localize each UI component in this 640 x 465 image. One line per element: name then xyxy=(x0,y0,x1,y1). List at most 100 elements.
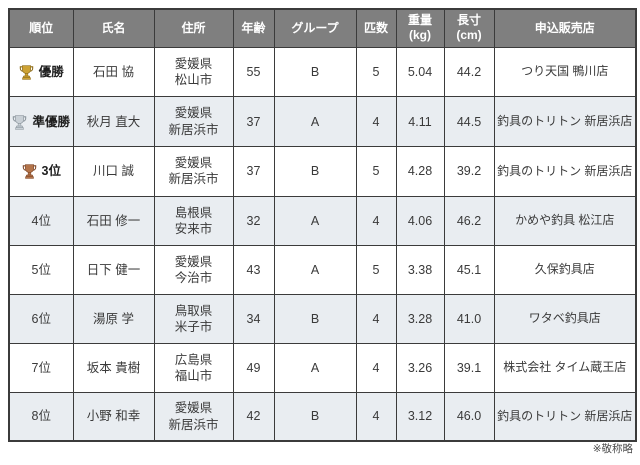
age-cell: 55 xyxy=(232,46,275,98)
weight-cell: 3.28 xyxy=(395,293,445,344)
col-header-address: 住所 xyxy=(153,8,234,48)
rank-label: 5位 xyxy=(31,262,51,277)
honorifics-omitted-note: ※敬称略 xyxy=(592,443,633,455)
group-cell: A xyxy=(273,96,357,147)
count-cell: 4 xyxy=(355,342,397,393)
name-cell: 湯原 学 xyxy=(72,293,155,344)
col-header-length: 長寸 (cm) xyxy=(443,8,495,48)
store-cell: 釣具のトリトン 新居浜店 xyxy=(493,391,637,442)
length-cell: 44.2 xyxy=(443,46,495,98)
address-cell: 広島県 福山市 xyxy=(153,342,234,393)
group-cell: B xyxy=(273,391,357,442)
col-header-group: グループ xyxy=(273,8,357,48)
age-cell: 49 xyxy=(232,342,275,393)
age-cell: 32 xyxy=(232,195,275,246)
silver-trophy-icon xyxy=(13,114,27,130)
age-cell: 37 xyxy=(232,96,275,147)
store-cell: かめや釣具 松江店 xyxy=(493,195,637,246)
rank-label: 7位 xyxy=(31,360,51,375)
name-cell: 日下 健一 xyxy=(72,244,155,295)
weight-cell: 3.26 xyxy=(395,342,445,393)
address-cell: 愛媛県 松山市 xyxy=(153,46,234,98)
name-cell: 川口 誠 xyxy=(72,146,155,197)
count-cell: 5 xyxy=(355,46,397,98)
address-cell: 愛媛県 今治市 xyxy=(153,244,234,295)
name-cell: 坂本 貴樹 xyxy=(72,342,155,393)
group-cell: B xyxy=(273,46,357,98)
col-header-rank: 順位 xyxy=(8,8,74,48)
rank-cell: 6位 xyxy=(8,293,74,344)
store-cell: 株式会社 タイム蔵王店 xyxy=(493,342,637,393)
rank-cell: 7位 xyxy=(8,342,74,393)
address-cell: 愛媛県 新居浜市 xyxy=(153,146,234,197)
table-body: 優勝 石田 協 愛媛県 松山市 55 B 5 5.04 44.2 つり天国 鴨川… xyxy=(8,46,637,442)
length-cell: 45.1 xyxy=(443,244,495,295)
rank-label: 3位 xyxy=(41,164,61,179)
table-row: 6位 湯原 学 鳥取県 米子市 34 B 4 3.28 41.0 ワタベ釣具店 xyxy=(8,293,637,344)
count-cell: 4 xyxy=(355,391,397,442)
name-cell: 石田 協 xyxy=(72,46,155,98)
length-cell: 39.1 xyxy=(443,342,495,393)
col-header-store: 申込販売店 xyxy=(493,8,637,48)
group-cell: B xyxy=(273,293,357,344)
rank-label: 4位 xyxy=(31,213,51,228)
table-row: 準優勝 秋月 直大 愛媛県 新居浜市 37 A 4 4.11 44.5 釣具のト… xyxy=(8,96,637,147)
col-header-weight: 重量 (kg) xyxy=(395,8,445,48)
store-cell: つり天国 鴨川店 xyxy=(493,46,637,98)
address-cell: 鳥取県 米子市 xyxy=(153,293,234,344)
rank-label: 優勝 xyxy=(38,64,64,79)
store-cell: 釣具のトリトン 新居浜店 xyxy=(493,146,637,197)
table-row: 7位 坂本 貴樹 広島県 福山市 49 A 4 3.26 39.1 株式会社 タ… xyxy=(8,342,637,393)
rank-cell: 8位 xyxy=(8,391,74,442)
count-cell: 4 xyxy=(355,293,397,344)
count-cell: 4 xyxy=(355,195,397,246)
table-row: 4位 石田 修一 島根県 安来市 32 A 4 4.06 46.2 かめや釣具 … xyxy=(8,195,637,246)
header-row: 順位 氏名 住所 年齢 グループ 匹数 重量 (kg) 長寸 (cm) 申込販売… xyxy=(8,8,637,48)
age-cell: 34 xyxy=(232,293,275,344)
age-cell: 42 xyxy=(232,391,275,442)
table-header: 順位 氏名 住所 年齢 グループ 匹数 重量 (kg) 長寸 (cm) 申込販売… xyxy=(8,8,637,48)
address-cell: 島根県 安来市 xyxy=(153,195,234,246)
length-cell: 46.2 xyxy=(443,195,495,246)
weight-cell: 4.11 xyxy=(395,96,445,147)
weight-cell: 4.06 xyxy=(395,195,445,246)
rank-cell: 5位 xyxy=(8,244,74,295)
group-cell: A xyxy=(273,244,357,295)
name-cell: 秋月 直大 xyxy=(72,96,155,147)
rank-label: 準優勝 xyxy=(32,114,70,129)
store-cell: 久保釣具店 xyxy=(493,244,637,295)
bronze-trophy-icon xyxy=(22,164,36,180)
rank-cell: 優勝 xyxy=(8,46,74,98)
name-cell: 小野 和幸 xyxy=(72,391,155,442)
rank-label: 8位 xyxy=(31,409,51,424)
col-header-name: 氏名 xyxy=(72,8,155,48)
gold-trophy-icon xyxy=(19,65,33,80)
table-row: 優勝 石田 協 愛媛県 松山市 55 B 5 5.04 44.2 つり天国 鴨川… xyxy=(8,46,637,98)
rank-label: 6位 xyxy=(31,311,51,326)
weight-cell: 4.28 xyxy=(395,146,445,197)
length-cell: 46.0 xyxy=(443,391,495,442)
col-header-age: 年齢 xyxy=(232,8,275,48)
address-cell: 愛媛県 新居浜市 xyxy=(153,96,234,147)
table-row: 5位 日下 健一 愛媛県 今治市 43 A 5 3.38 45.1 久保釣具店 xyxy=(8,244,637,295)
length-cell: 39.2 xyxy=(443,146,495,197)
name-cell: 石田 修一 xyxy=(72,195,155,246)
rank-cell: 準優勝 xyxy=(8,96,74,147)
results-table: 順位 氏名 住所 年齢 グループ 匹数 重量 (kg) 長寸 (cm) 申込販売… xyxy=(8,8,637,443)
length-cell: 41.0 xyxy=(443,293,495,344)
count-cell: 5 xyxy=(355,244,397,295)
age-cell: 37 xyxy=(232,146,275,197)
table-row: 3位 川口 誠 愛媛県 新居浜市 37 B 5 4.28 39.2 釣具のトリト… xyxy=(8,146,637,197)
address-cell: 愛媛県 新居浜市 xyxy=(153,391,234,442)
weight-cell: 3.12 xyxy=(395,391,445,442)
rank-cell: 4位 xyxy=(8,195,74,246)
store-cell: 釣具のトリトン 新居浜店 xyxy=(493,96,637,147)
count-cell: 5 xyxy=(355,146,397,197)
group-cell: A xyxy=(273,195,357,246)
group-cell: A xyxy=(273,342,357,393)
weight-cell: 3.38 xyxy=(395,244,445,295)
table-row: 8位 小野 和幸 愛媛県 新居浜市 42 B 4 3.12 46.0 釣具のトリ… xyxy=(8,391,637,442)
age-cell: 43 xyxy=(232,244,275,295)
col-header-count: 匹数 xyxy=(355,8,397,48)
